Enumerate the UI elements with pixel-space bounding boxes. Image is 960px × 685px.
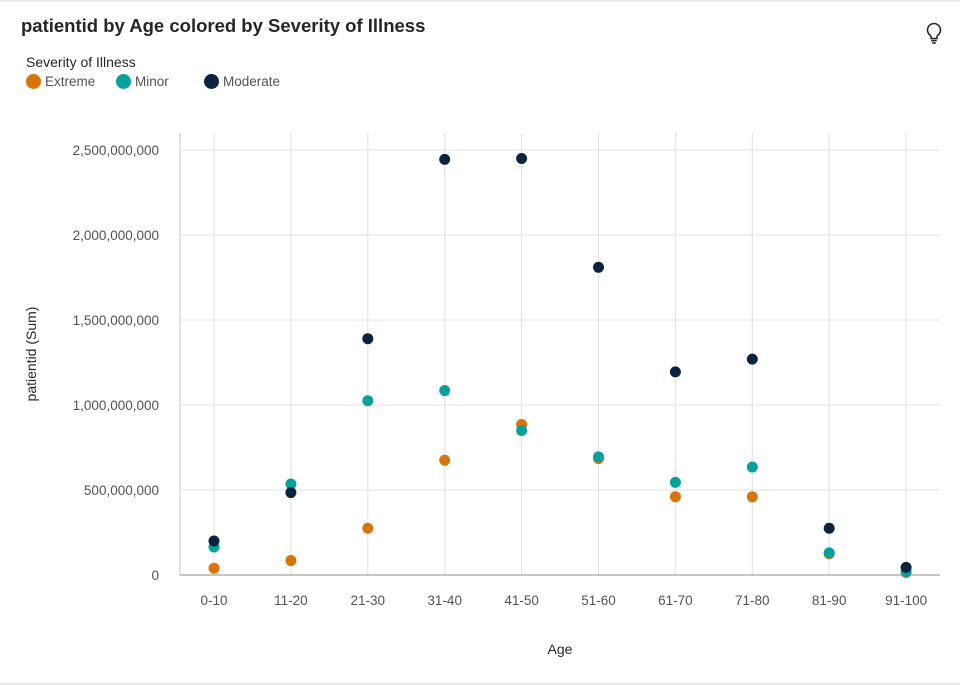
- point-extreme-21-30[interactable]: [362, 522, 374, 534]
- y-axis-title: patientid (Sum): [23, 307, 39, 402]
- chart-legend: Severity of Illness Extreme Minor Modera…: [26, 54, 280, 96]
- point-minor-81-90[interactable]: [823, 547, 835, 559]
- x-tick-label: 91-100: [885, 593, 927, 608]
- data-points: [208, 153, 912, 578]
- legend-swatch-minor: [116, 74, 131, 89]
- legend-label-moderate: Moderate: [223, 74, 281, 89]
- y-tick-label: 500,000,000: [84, 483, 159, 498]
- legend-items: Extreme Minor Moderate: [26, 74, 280, 96]
- x-tick-label: 0-10: [200, 593, 227, 608]
- point-moderate-81-90[interactable]: [823, 522, 835, 534]
- x-tick-label: 41-50: [504, 593, 539, 608]
- point-minor-31-40[interactable]: [439, 385, 451, 397]
- point-minor-41-50[interactable]: [516, 425, 528, 436]
- x-tick-label: 81-90: [812, 593, 847, 608]
- point-extreme-11-20[interactable]: [285, 555, 297, 567]
- point-moderate-71-80[interactable]: [746, 353, 758, 365]
- insights-button[interactable]: [922, 20, 946, 46]
- point-moderate-21-30[interactable]: [362, 333, 374, 345]
- top-divider: [0, 0, 960, 2]
- y-tick-label: 0: [151, 568, 159, 583]
- point-moderate-31-40[interactable]: [439, 153, 451, 165]
- y-axis-ticks: 0 500,000,000 1,000,000,000 1,500,000,000 2,…: [73, 143, 159, 583]
- point-extreme-31-40[interactable]: [439, 454, 451, 466]
- point-minor-61-70[interactable]: [669, 476, 681, 488]
- point-extreme-0-10[interactable]: [208, 562, 220, 574]
- point-minor-11-20[interactable]: [285, 478, 297, 490]
- legend-swatch-moderate: [204, 74, 219, 89]
- point-minor-71-80[interactable]: [746, 461, 758, 473]
- y-tick-label: 1,000,000,000: [73, 398, 159, 413]
- point-moderate-11-20[interactable]: [285, 487, 297, 499]
- point-moderate-0-10[interactable]: [208, 535, 220, 547]
- point-minor-51-60[interactable]: [593, 451, 604, 463]
- point-extreme-61-70[interactable]: [669, 491, 681, 503]
- point-moderate-41-50[interactable]: [516, 153, 528, 164]
- x-tick-label: 31-40: [427, 593, 462, 608]
- y-tick-label: 2,500,000,000: [73, 143, 159, 158]
- grid-lines: [180, 133, 940, 575]
- y-tick-label: 2,000,000,000: [73, 228, 159, 243]
- x-tick-label: 71-80: [735, 593, 770, 608]
- x-tick-label: 21-30: [351, 593, 386, 608]
- chart-title: patientid by Age colored by Severity of …: [21, 15, 426, 36]
- legend-item-minor[interactable]: Minor: [116, 74, 169, 89]
- point-moderate-91-100[interactable]: [900, 561, 912, 573]
- point-moderate-51-60[interactable]: [593, 261, 604, 273]
- x-tick-label: 51-60: [581, 593, 616, 608]
- legend-item-moderate[interactable]: Moderate: [204, 74, 280, 89]
- point-extreme-71-80[interactable]: [746, 491, 758, 503]
- y-tick-label: 1,500,000,000: [73, 313, 159, 328]
- point-minor-21-30[interactable]: [362, 395, 374, 407]
- x-tick-label: 61-70: [658, 593, 693, 608]
- bottom-divider: [0, 683, 960, 685]
- legend-swatch-extreme: [26, 74, 41, 89]
- x-axis-title: Age: [548, 641, 573, 657]
- legend-item-extreme[interactable]: Extreme: [26, 74, 95, 89]
- legend-label-extreme: Extreme: [45, 74, 96, 89]
- legend-label-minor: Minor: [135, 74, 169, 89]
- lightbulb-icon: [926, 22, 942, 44]
- legend-title: Severity of Illness: [26, 54, 136, 70]
- point-moderate-61-70[interactable]: [669, 366, 681, 378]
- x-tick-label: 11-20: [274, 593, 308, 608]
- x-axis-ticks: 0-10 11-20 21-30 31-40 41-50 51-60 61-70 71-80 8…: [200, 593, 927, 608]
- axes: [179, 133, 940, 576]
